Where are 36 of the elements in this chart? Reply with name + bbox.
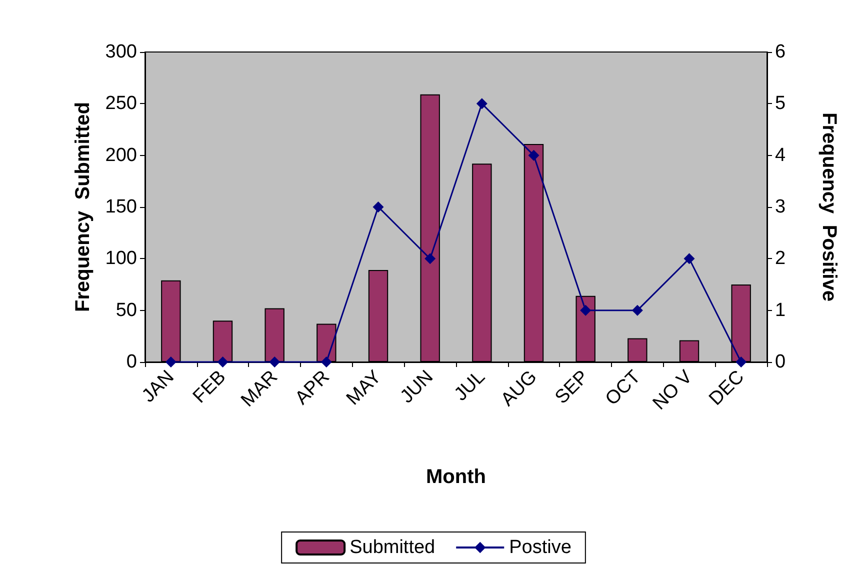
x-axis-title: Month [426,466,486,488]
y-axis-title: Frequency Submitted [72,102,94,312]
point [528,150,540,161]
legend-label: Submitted [350,537,436,558]
y2-tick-label: 2 [775,248,786,270]
y2-tick-label: 0 [775,352,786,372]
point [269,356,280,368]
x-tick-label: JUL [450,366,490,406]
point [217,356,228,368]
legend-label: Postive [509,537,572,558]
y-tick-label: 150 [105,196,137,218]
y2-tick-label: 4 [775,144,786,166]
y-tick-label: 0 [126,352,137,372]
x-tick-label: NO V [649,366,697,414]
y-tick-label: 50 [116,300,137,321]
point [372,202,384,212]
y2-tick-label: 6 [775,42,786,62]
x-tick-label: FEB [189,366,230,408]
y-tick-label: 300 [105,42,137,62]
y2-axis-title: Frequency Positive [818,112,840,302]
y-tick-label: 100 [105,248,137,270]
point [580,304,592,316]
point [165,356,176,368]
y-tick-label: 200 [105,144,137,166]
y-tick-label: 250 [105,93,137,114]
x-tick-label: SEP [551,366,594,408]
y2-tick-label: 1 [775,300,786,321]
point [320,356,332,368]
y2-tick-label: 5 [775,93,786,114]
point [632,304,643,316]
point [684,253,695,264]
point [476,98,488,110]
x-tick-label: JAN [138,366,178,407]
point [424,253,436,264]
point [736,356,747,368]
y2-tick-label: 3 [775,196,786,218]
